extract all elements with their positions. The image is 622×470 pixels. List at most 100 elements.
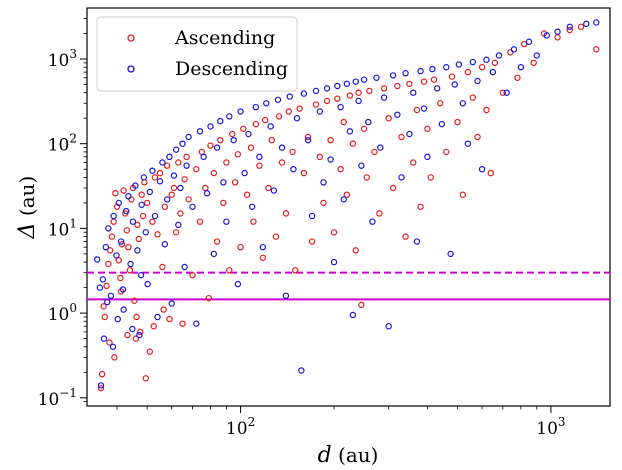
data-point-ascending bbox=[304, 133, 312, 141]
data-point-ascending bbox=[459, 191, 466, 198]
data-point-descending bbox=[213, 144, 221, 151]
data-point-descending bbox=[308, 212, 316, 220]
data-point-ascending bbox=[106, 339, 113, 346]
data-point-ascending bbox=[124, 331, 131, 339]
data-point-descending bbox=[503, 89, 510, 96]
data-point-descending bbox=[163, 196, 171, 203]
data-point-ascending bbox=[217, 136, 224, 144]
data-point-ascending bbox=[323, 97, 331, 105]
data-point-ascending bbox=[417, 203, 424, 210]
data-point-ascending bbox=[530, 59, 537, 67]
data-point-ascending bbox=[161, 203, 169, 210]
data-point-descending bbox=[248, 203, 256, 210]
data-point-ascending bbox=[259, 254, 267, 261]
data-point-descending bbox=[226, 113, 233, 120]
data-point-ascending bbox=[240, 125, 247, 132]
data-point-ascending bbox=[210, 169, 218, 177]
series-descending bbox=[93, 19, 600, 389]
data-point-descending bbox=[93, 256, 101, 263]
data-point-ascending bbox=[234, 151, 242, 158]
data-point-descending bbox=[365, 118, 372, 126]
data-point-descending bbox=[97, 382, 105, 389]
legend-marker-descending bbox=[127, 65, 135, 73]
data-point-descending bbox=[129, 325, 136, 333]
data-point-ascending bbox=[226, 267, 233, 274]
x-axis-label: d (au) bbox=[318, 443, 379, 468]
data-point-ascending bbox=[292, 267, 299, 274]
data-point-ascending bbox=[123, 227, 131, 234]
data-point-ascending bbox=[220, 199, 227, 207]
data-point-descending bbox=[429, 65, 436, 73]
data-point-descending bbox=[478, 165, 486, 173]
data-point-ascending bbox=[159, 263, 166, 271]
data-point-ascending bbox=[106, 247, 114, 254]
data-point-ascending bbox=[213, 238, 221, 245]
data-point-ascending bbox=[110, 218, 117, 225]
data-point-ascending bbox=[577, 23, 585, 30]
data-point-ascending bbox=[168, 191, 175, 198]
y-tick-label: 103 bbox=[48, 47, 77, 71]
data-point-ascending bbox=[343, 191, 351, 198]
data-point-descending bbox=[105, 225, 112, 232]
data-point-descending bbox=[274, 96, 282, 103]
data-point-descending bbox=[300, 90, 308, 97]
data-point-ascending bbox=[355, 89, 362, 96]
data-point-descending bbox=[394, 111, 401, 118]
axes-frame bbox=[86, 7, 611, 407]
data-point-descending bbox=[129, 218, 137, 225]
data-point-ascending bbox=[268, 136, 275, 144]
data-point-ascending bbox=[133, 313, 140, 321]
data-point-ascending bbox=[275, 113, 283, 120]
data-point-descending bbox=[340, 196, 347, 203]
data-point-descending bbox=[593, 19, 600, 26]
data-point-descending bbox=[495, 52, 503, 59]
data-point-descending bbox=[290, 165, 297, 173]
data-point-ascending bbox=[256, 162, 263, 169]
data-point-ascending bbox=[138, 191, 145, 198]
data-point-descending bbox=[293, 114, 301, 122]
data-point-descending bbox=[107, 292, 115, 300]
data-point-ascending bbox=[112, 190, 119, 197]
data-point-descending bbox=[286, 93, 293, 100]
data-point-ascending bbox=[143, 199, 151, 207]
data-point-ascending bbox=[207, 142, 214, 149]
data-point-descending bbox=[417, 67, 424, 75]
data-point-ascending bbox=[170, 184, 178, 192]
data-point-descending bbox=[144, 280, 151, 288]
data-point-descending bbox=[104, 298, 111, 306]
data-point-ascending bbox=[330, 229, 338, 236]
data-point-descending bbox=[136, 331, 143, 339]
data-point-descending bbox=[282, 292, 290, 300]
data-point-ascending bbox=[111, 354, 118, 361]
data-point-descending bbox=[156, 178, 164, 185]
legend-box bbox=[96, 16, 298, 92]
data-point-ascending bbox=[101, 313, 108, 321]
data-point-ascending bbox=[483, 106, 490, 114]
data-point-descending bbox=[566, 23, 573, 30]
data-point-ascending bbox=[327, 136, 334, 144]
data-point-descending bbox=[132, 182, 139, 189]
data-point-descending bbox=[138, 201, 145, 208]
data-point-descending bbox=[134, 247, 141, 254]
data-point-ascending bbox=[223, 159, 230, 166]
legend-label-ascending: Ascending bbox=[174, 27, 275, 49]
data-point-descending bbox=[343, 80, 351, 87]
data-point-ascending bbox=[499, 89, 507, 96]
data-point-descending bbox=[474, 77, 481, 85]
data-point-descending bbox=[179, 140, 186, 147]
data-point-ascending bbox=[427, 174, 434, 181]
data-point-ascending bbox=[491, 59, 499, 67]
data-point-descending bbox=[270, 187, 278, 194]
data-point-descending bbox=[352, 78, 359, 85]
data-point-ascending bbox=[154, 231, 161, 238]
data-point-ascending bbox=[289, 148, 296, 156]
data-point-descending bbox=[455, 61, 463, 68]
data-point-descending bbox=[151, 212, 159, 220]
data-point-ascending bbox=[196, 218, 204, 225]
data-point-descending bbox=[230, 136, 237, 144]
reference-lines bbox=[87, 271, 610, 301]
data-point-ascending bbox=[312, 101, 320, 108]
data-point-descending bbox=[110, 212, 117, 220]
data-point-descending bbox=[100, 335, 108, 342]
